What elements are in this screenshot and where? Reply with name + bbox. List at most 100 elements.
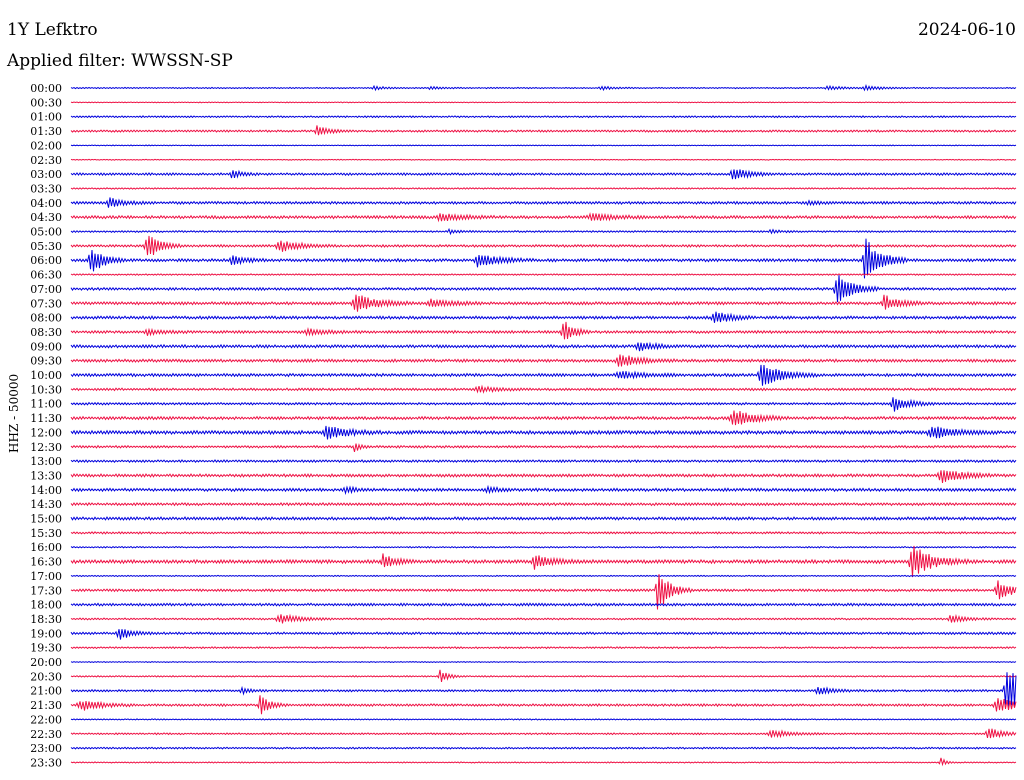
trace-row-2200 — [70, 718, 1017, 721]
trace-row-1830 — [70, 613, 1017, 624]
row-time-label: 05:00 — [30, 226, 62, 239]
trace-row-1400 — [70, 484, 1017, 496]
row-time-label: 07:30 — [30, 297, 62, 310]
row-time-label: 04:00 — [30, 197, 62, 210]
trace-row-1930 — [70, 646, 1017, 650]
row-time-label: 15:00 — [30, 513, 62, 526]
row-time-label: 09:30 — [30, 355, 62, 368]
trace-row-0430 — [70, 212, 1017, 223]
row-time-label: 08:30 — [30, 326, 62, 339]
row-time-label: 02:30 — [30, 154, 62, 167]
trace-row-0600 — [70, 238, 1017, 279]
row-time-label: 22:30 — [30, 728, 62, 741]
row-time-label: 23:30 — [30, 756, 62, 769]
row-time-label: 00:00 — [30, 82, 62, 95]
row-time-label: 01:30 — [30, 125, 62, 138]
row-time-label: 23:00 — [30, 742, 62, 755]
row-time-label: 19:30 — [30, 642, 62, 655]
trace-row-1000 — [70, 364, 1017, 386]
row-time-label: 03:30 — [30, 182, 62, 195]
row-time-label: 05:30 — [30, 240, 62, 253]
row-time-label: 14:30 — [30, 498, 62, 511]
trace-row-0100 — [70, 115, 1017, 119]
row-time-label: 03:00 — [30, 168, 62, 181]
row-time-label: 11:30 — [30, 412, 62, 425]
row-time-label: 18:30 — [30, 613, 62, 626]
row-time-label: 08:00 — [30, 312, 62, 325]
row-time-label: 12:30 — [30, 441, 62, 454]
trace-row-2030 — [70, 669, 1017, 682]
trace-row-1700 — [70, 574, 1017, 578]
row-time-label: 20:30 — [30, 670, 62, 683]
row-time-label: 09:00 — [30, 340, 62, 353]
row-time-label: 16:30 — [30, 556, 62, 569]
trace-row-0630 — [70, 273, 1017, 276]
trace-row-2100 — [70, 672, 1017, 710]
row-time-label: 13:30 — [30, 469, 62, 482]
trace-row-1330 — [70, 470, 1017, 484]
row-time-label: 11:00 — [30, 398, 62, 411]
trace-row-1600 — [70, 545, 1017, 549]
trace-row-0130 — [70, 125, 1017, 136]
trace-row-1100 — [70, 397, 1017, 412]
trace-row-0230 — [70, 158, 1017, 161]
trace-row-1130 — [70, 410, 1017, 426]
trace-row-0930 — [70, 354, 1017, 367]
trace-row-1030 — [70, 384, 1017, 394]
trace-row-0700 — [70, 275, 1017, 303]
trace-row-2230 — [70, 728, 1017, 739]
row-time-label: 17:30 — [30, 584, 62, 597]
trace-row-1430 — [70, 501, 1017, 507]
trace-row-1230 — [70, 443, 1017, 453]
row-time-label: 06:30 — [30, 269, 62, 282]
trace-row-0030 — [70, 101, 1017, 104]
row-time-label: 01:00 — [30, 111, 62, 124]
trace-row-0330 — [70, 187, 1017, 190]
trace-row-1630 — [70, 545, 1017, 578]
trace-row-0800 — [70, 311, 1017, 323]
row-time-label: 12:00 — [30, 426, 62, 439]
row-time-label: 00:30 — [30, 96, 62, 109]
row-time-label: 17:00 — [30, 570, 62, 583]
row-time-label: 13:00 — [30, 455, 62, 468]
row-time-label: 18:00 — [30, 599, 62, 612]
trace-row-2000 — [70, 661, 1017, 663]
trace-row-0500 — [70, 227, 1017, 236]
date-label: 2024-06-10 — [917, 20, 1016, 40]
trace-row-0530 — [70, 235, 1017, 256]
trace-row-0200 — [70, 144, 1017, 147]
trace-row-1900 — [70, 629, 1017, 640]
row-time-label: 19:00 — [30, 627, 62, 640]
row-time-label: 02:00 — [30, 139, 62, 152]
trace-row-2330 — [70, 757, 1017, 767]
trace-row-1800 — [70, 602, 1017, 607]
trace-row-0400 — [70, 197, 1017, 208]
row-time-label: 20:00 — [30, 656, 62, 669]
row-time-label: 06:00 — [30, 254, 62, 267]
trace-row-1530 — [70, 531, 1017, 535]
trace-row-0900 — [70, 341, 1017, 352]
filter-label: Applied filter: WWSSN-SP — [7, 51, 233, 71]
trace-row-2300 — [70, 746, 1017, 750]
row-time-label: 10:00 — [30, 369, 62, 382]
trace-row-2130 — [70, 695, 1017, 715]
row-time-label: 14:00 — [30, 484, 62, 497]
trace-row-0300 — [70, 169, 1017, 180]
trace-row-0000 — [70, 84, 1017, 92]
trace-row-1730 — [70, 574, 1017, 610]
row-time-label: 16:00 — [30, 541, 62, 554]
row-time-label: 04:30 — [30, 211, 62, 224]
row-time-label: 21:00 — [30, 685, 62, 698]
trace-row-1200 — [70, 425, 1017, 440]
row-time-label: 07:00 — [30, 283, 62, 296]
row-time-label: 22:00 — [30, 713, 62, 726]
trace-row-0730 — [70, 294, 1017, 312]
row-time-label: 15:30 — [30, 527, 62, 540]
row-time-label: 10:30 — [30, 383, 62, 396]
trace-row-1300 — [70, 459, 1017, 464]
station-title: 1Y Lefktro — [7, 20, 98, 40]
trace-row-1500 — [70, 516, 1017, 521]
row-time-label: 21:30 — [30, 699, 62, 712]
trace-row-0830 — [70, 321, 1017, 340]
